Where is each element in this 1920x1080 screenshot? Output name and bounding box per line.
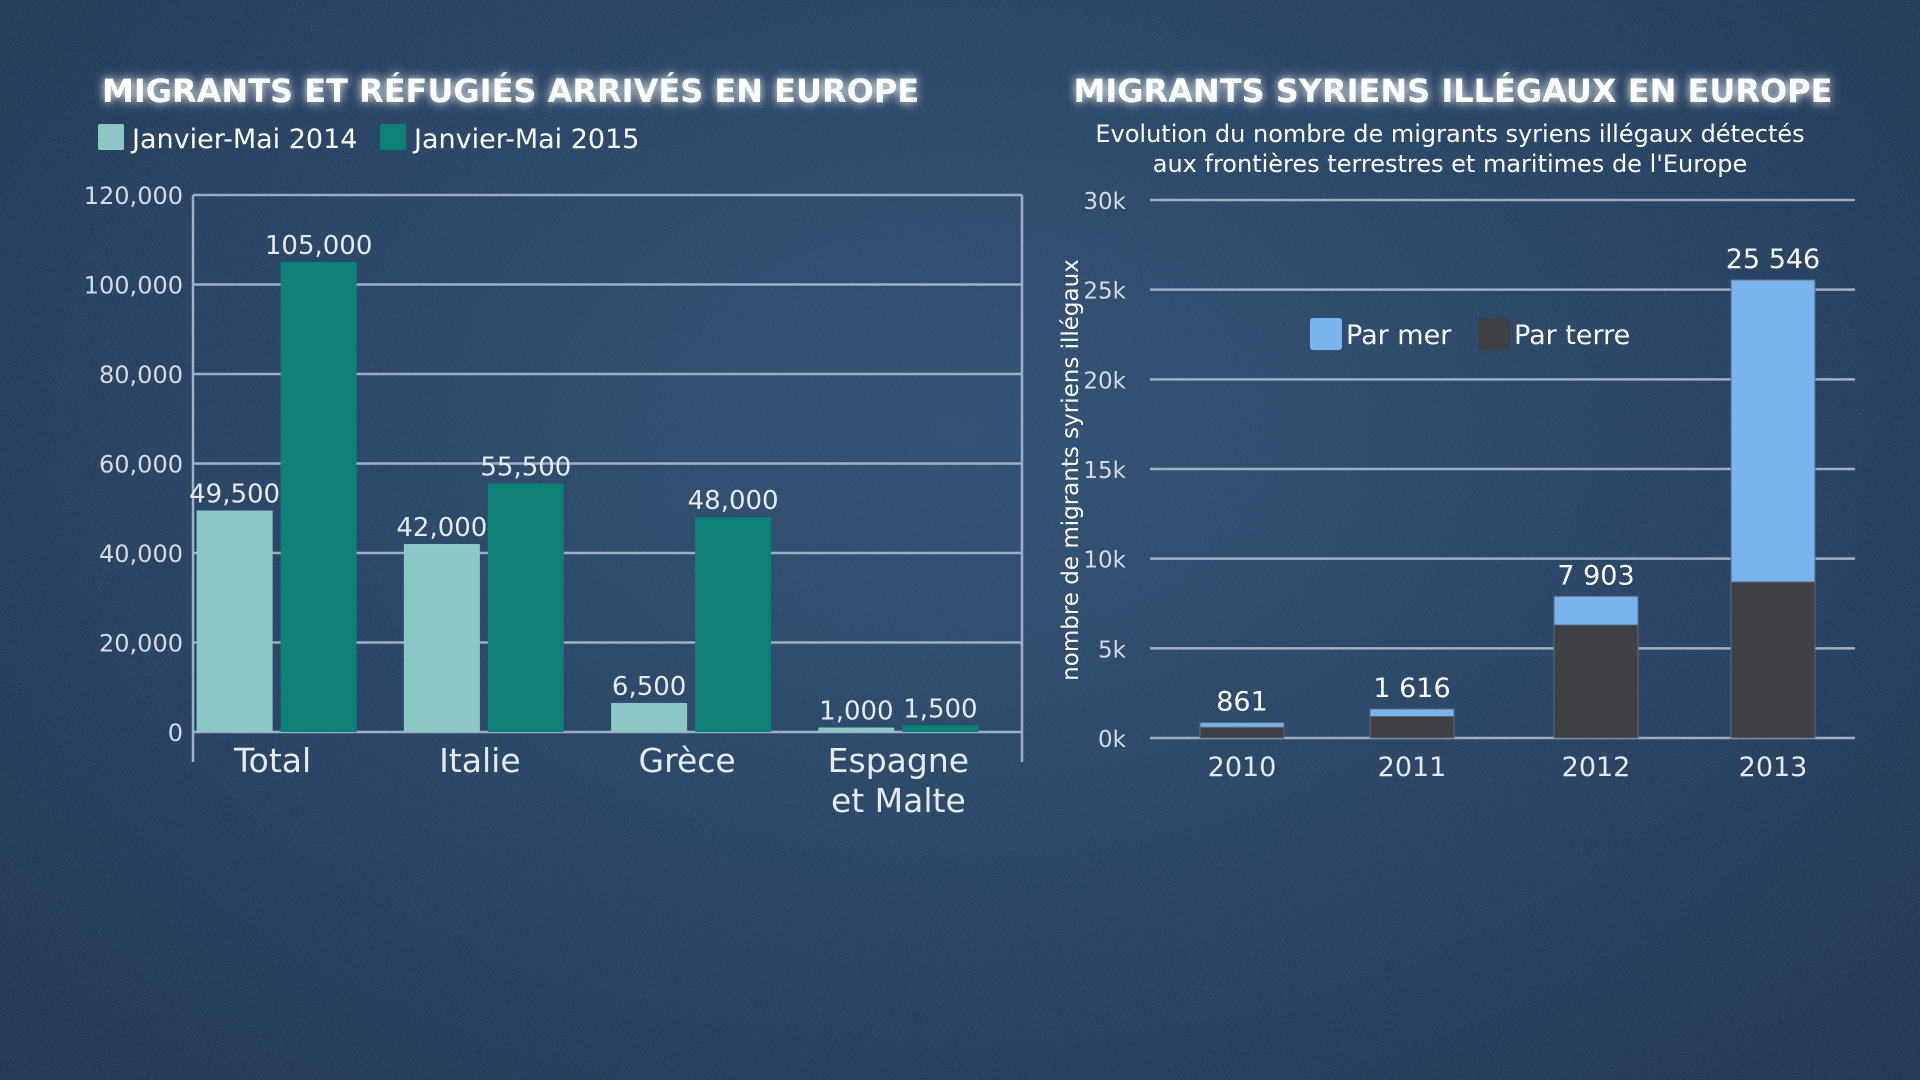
y-tick-label: 40,000 [99, 540, 183, 568]
chart2-y-axis-label: nombre de migrants syriens illégaux [1058, 259, 1084, 681]
stacked-bar-segment [1199, 722, 1285, 728]
legend-label-2015: Janvier-Mai 2015 [412, 124, 639, 155]
bar [902, 725, 979, 732]
chart1-legend: Janvier-Mai 2014 Janvier-Mai 2015 [98, 124, 639, 155]
legend-label-2014: Janvier-Mai 2014 [130, 124, 357, 155]
chart2-legend: Par mer Par terre [1310, 318, 1630, 351]
y-tick-label: 80,000 [99, 361, 183, 389]
y-tick-label: 20,000 [99, 630, 183, 658]
bar-value-label: 1,000 [819, 697, 893, 727]
bar-total-label: 1 616 [1373, 673, 1450, 704]
legend-swatch-par-terre [1478, 318, 1510, 350]
legend-swatch-2014 [98, 124, 124, 150]
chart1-bars: 49,500 105,000 42,000 55,500 6,500 48,000 1,00… [189, 231, 979, 732]
y-tick-label: 120,000 [84, 182, 183, 210]
legend-swatch-2015 [380, 124, 406, 150]
stacked-bar-segment [1730, 581, 1816, 739]
stacked-bar-segment [1199, 726, 1285, 739]
y-tick-label: 20k [1083, 368, 1126, 394]
bar-total-label: 25 546 [1726, 244, 1820, 275]
chart2-subtitle-line2: aux frontières terrestres et maritimes d… [1153, 150, 1747, 178]
bar-value-label: 55,500 [480, 453, 571, 483]
bar [403, 544, 480, 732]
legend-swatch-par-mer [1310, 318, 1342, 350]
x-tick-label: Grèce [639, 741, 736, 780]
y-tick-label: 15k [1083, 458, 1126, 484]
bar-value-label: 6,500 [612, 672, 686, 702]
x-tick-label: 2012 [1562, 752, 1631, 783]
bar-value-label: 1,500 [903, 694, 977, 724]
y-tick-label: 60,000 [99, 451, 183, 479]
stacked-bar-segment [1369, 715, 1455, 739]
legend-label-par-terre: Par terre [1514, 320, 1630, 351]
y-tick-label: 10k [1083, 548, 1126, 574]
y-tick-label: 25k [1083, 279, 1126, 305]
bar [695, 517, 772, 732]
y-tick-label: 30k [1083, 189, 1126, 215]
legend-label-par-mer: Par mer [1346, 320, 1452, 351]
stacked-bar-segment [1369, 708, 1455, 717]
stacked-bar-segment [1553, 624, 1639, 739]
x-tick-label: 2010 [1208, 752, 1277, 783]
x-tick-label: 2011 [1378, 752, 1447, 783]
chart2-subtitle-line1: Evolution du nombre de migrants syriens … [1095, 120, 1804, 148]
y-tick-label: 100,000 [84, 272, 183, 300]
chart2-y-axis: 0k 5k 10k 15k 20k 25k 30k [1083, 189, 1126, 753]
x-tick-label: Espagne [828, 741, 969, 780]
bar [196, 510, 273, 732]
y-tick-label: 0k [1098, 727, 1127, 753]
x-tick-label: 2013 [1739, 752, 1808, 783]
chart2-bars: 861 1 616 7 903 25 546 [1199, 244, 1820, 739]
bar [818, 727, 895, 732]
bar [487, 483, 564, 732]
bar-total-label: 861 [1216, 687, 1268, 718]
bar-value-label: 42,000 [396, 513, 487, 543]
y-tick-label: 0 [168, 719, 183, 747]
chart2-title: MIGRANTS SYRIENS ILLÉGAUX EN EUROPE [1074, 72, 1833, 110]
stacked-bar-segment [1553, 595, 1639, 626]
bar-value-label: 48,000 [688, 486, 779, 516]
chart1-title: MIGRANTS ET RÉFUGIÉS ARRIVÉS EN EUROPE [102, 72, 919, 110]
y-tick-label: 5k [1098, 637, 1127, 663]
x-tick-label: Italie [439, 741, 521, 780]
chart1-y-axis: 0 20,000 40,000 60,000 80,000 100,000 120,000 [84, 182, 183, 747]
bar-total-label: 7 903 [1557, 560, 1634, 591]
x-tick-label: Total [233, 741, 311, 780]
bar-value-label: 49,500 [189, 479, 280, 509]
stacked-bar-segment [1730, 279, 1816, 583]
bar [611, 702, 688, 732]
bar [280, 262, 357, 732]
bar-value-label: 105,000 [265, 231, 373, 261]
chart2-x-axis: 2010 2011 2012 2013 [1208, 752, 1808, 783]
x-tick-label: et Malte [831, 781, 966, 820]
